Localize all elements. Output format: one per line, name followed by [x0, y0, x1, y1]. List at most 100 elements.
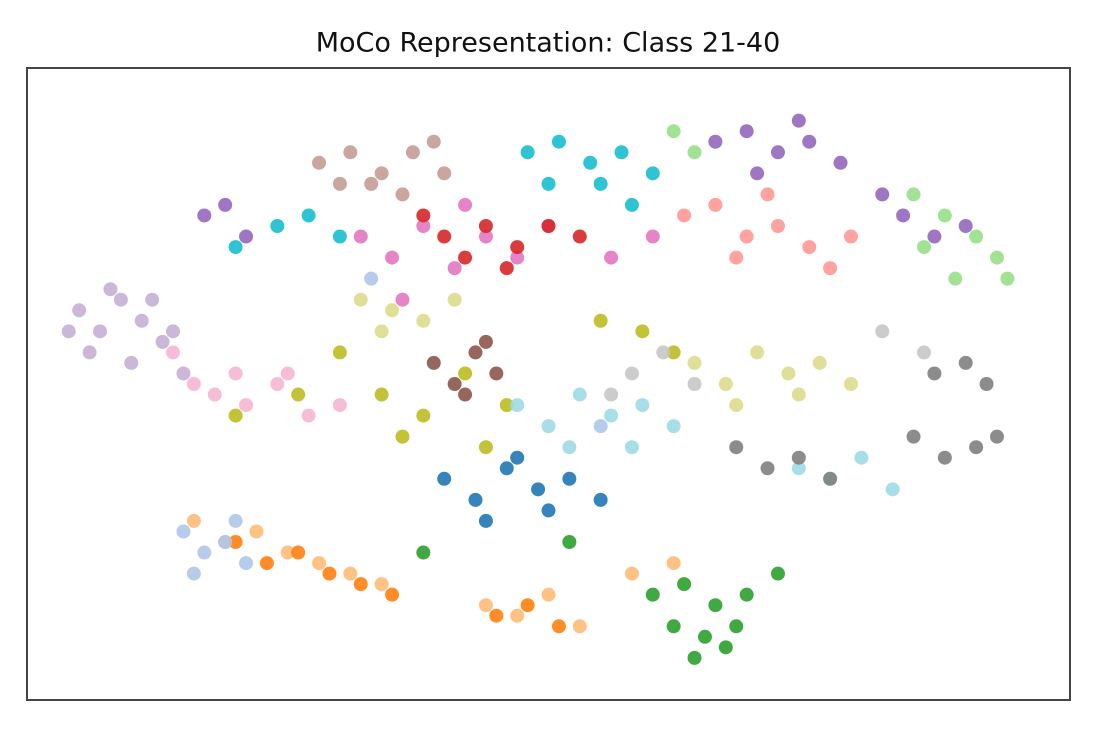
point: [541, 419, 556, 434]
point: [958, 355, 973, 370]
point: [989, 250, 1004, 265]
point: [416, 219, 431, 233]
point: [249, 524, 264, 539]
point: [447, 261, 462, 276]
point: [937, 450, 952, 465]
point: [541, 587, 556, 602]
point: [239, 229, 254, 244]
point: [374, 387, 389, 402]
point: [478, 598, 493, 613]
point: [134, 313, 149, 328]
point: [197, 545, 212, 560]
point: [875, 324, 890, 339]
point: [478, 334, 493, 349]
point: [374, 577, 389, 592]
point: [478, 219, 493, 233]
point: [635, 324, 650, 339]
point: [666, 419, 681, 434]
point: [468, 492, 483, 507]
point: [562, 535, 577, 549]
point: [353, 577, 368, 592]
point: [969, 440, 984, 455]
point: [291, 545, 306, 560]
point: [385, 250, 400, 265]
point: [989, 429, 1004, 444]
point: [332, 229, 347, 244]
point: [739, 229, 754, 244]
point: [312, 556, 327, 571]
point: [687, 650, 702, 665]
point: [489, 608, 504, 623]
point: [927, 229, 942, 244]
point: [312, 155, 327, 170]
point: [666, 556, 681, 571]
point: [541, 219, 556, 233]
chart-title: MoCo Representation: Class 21-40: [316, 28, 781, 59]
point: [906, 187, 921, 202]
point: [791, 450, 806, 465]
point: [812, 355, 827, 370]
point: [875, 187, 890, 202]
point: [447, 292, 462, 307]
point: [645, 229, 660, 244]
point: [520, 598, 535, 613]
point: [760, 187, 775, 202]
point: [604, 250, 619, 265]
point: [520, 145, 535, 160]
point: [218, 535, 233, 549]
point: [478, 229, 493, 244]
point: [979, 377, 994, 391]
point: [958, 219, 973, 233]
point: [916, 345, 931, 360]
point: [572, 229, 587, 244]
point: [228, 240, 243, 255]
point: [906, 429, 921, 444]
plot-area: [61, 113, 1015, 665]
point: [416, 408, 431, 423]
point: [489, 366, 504, 381]
point: [301, 208, 316, 223]
point: [218, 197, 233, 212]
point: [687, 377, 702, 391]
point: [687, 355, 702, 370]
point: [666, 124, 681, 139]
point: [781, 366, 796, 381]
point: [562, 471, 577, 486]
point: [708, 134, 723, 149]
point: [437, 229, 452, 244]
point: [353, 292, 368, 307]
point: [186, 566, 201, 581]
point: [458, 366, 473, 381]
point: [510, 608, 525, 623]
point: [458, 197, 473, 212]
point: [1000, 271, 1015, 286]
point: [593, 419, 608, 434]
point: [374, 166, 389, 181]
point: [656, 345, 671, 360]
point: [531, 482, 546, 497]
point: [604, 408, 619, 423]
point: [103, 282, 118, 297]
point: [228, 366, 243, 381]
point: [416, 545, 431, 560]
point: [437, 471, 452, 486]
point: [385, 587, 400, 602]
point: [635, 398, 650, 413]
point: [447, 377, 462, 391]
point: [270, 377, 285, 391]
point: [604, 387, 619, 402]
point: [614, 145, 629, 160]
point: [791, 113, 806, 128]
point: [833, 155, 848, 170]
point: [551, 134, 566, 149]
point: [395, 429, 410, 444]
point: [468, 345, 483, 360]
point: [750, 345, 765, 360]
point: [677, 208, 692, 223]
point: [593, 176, 608, 191]
point: [541, 176, 556, 191]
point: [666, 619, 681, 634]
point: [729, 250, 744, 265]
point: [510, 250, 525, 265]
point: [624, 566, 639, 581]
